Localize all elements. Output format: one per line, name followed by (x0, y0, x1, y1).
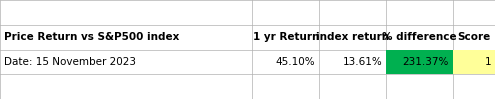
Text: 45.10%: 45.10% (276, 57, 315, 67)
Bar (453, 50, 495, 74)
Text: Price Return vs S&P500 index: Price Return vs S&P500 index (4, 32, 179, 42)
Bar (386, 50, 453, 74)
Text: Score: Score (457, 32, 491, 42)
Text: 13.61%: 13.61% (343, 57, 382, 67)
Text: 1: 1 (485, 57, 491, 67)
Text: 231.37%: 231.37% (402, 57, 449, 67)
Text: Date: 15 November 2023: Date: 15 November 2023 (4, 57, 136, 67)
Text: % difference: % difference (382, 32, 457, 42)
Text: index return: index return (316, 32, 389, 42)
Text: 1 yr Return: 1 yr Return (252, 32, 319, 42)
